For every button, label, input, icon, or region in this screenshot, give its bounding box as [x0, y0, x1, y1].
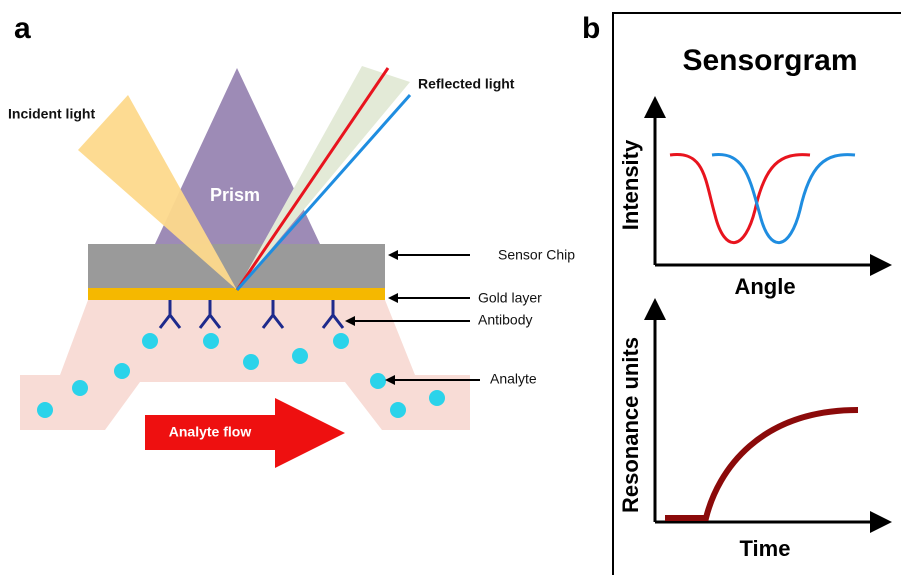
- reflected-label: Reflected light: [418, 76, 515, 92]
- y-axis-label: Resonance units: [618, 337, 643, 513]
- pointer-arrows: [345, 250, 480, 385]
- analyte-label: Analyte: [490, 371, 537, 387]
- binding-curve: [665, 407, 859, 521]
- sensor-chip: [88, 244, 385, 288]
- flow-label: Analyte flow: [169, 424, 252, 440]
- sensor-chip-label: Sensor Chip: [498, 247, 575, 263]
- panel-frame: [612, 12, 901, 575]
- analyte-particles: [37, 333, 445, 418]
- panel-title: Sensorgram: [682, 44, 857, 77]
- incident-label: Incident light: [8, 106, 95, 122]
- antibodies: [158, 300, 345, 329]
- top-axes: [644, 96, 892, 276]
- flow-arrow: [145, 398, 345, 468]
- gold-layer: [88, 288, 385, 300]
- reflected-red: [235, 67, 390, 291]
- x-axis-label: Time: [740, 536, 791, 561]
- panel-label: a: [14, 12, 31, 45]
- x-axis-label: Angle: [734, 274, 795, 299]
- antibody-label: Antibody: [478, 312, 532, 328]
- prism-label: Prism: [210, 185, 260, 205]
- reflected-beam: [237, 66, 410, 290]
- gold-layer-label: Gold layer: [478, 290, 542, 306]
- panel-label: b: [582, 12, 600, 45]
- curve-red: [669, 152, 811, 245]
- reflected-blue: [235, 94, 412, 291]
- y-axis-label: Intensity: [618, 139, 643, 230]
- curve-blue: [711, 152, 856, 245]
- incident-beam: [78, 95, 237, 290]
- prism: [155, 68, 320, 244]
- bottom-axes: [644, 298, 892, 533]
